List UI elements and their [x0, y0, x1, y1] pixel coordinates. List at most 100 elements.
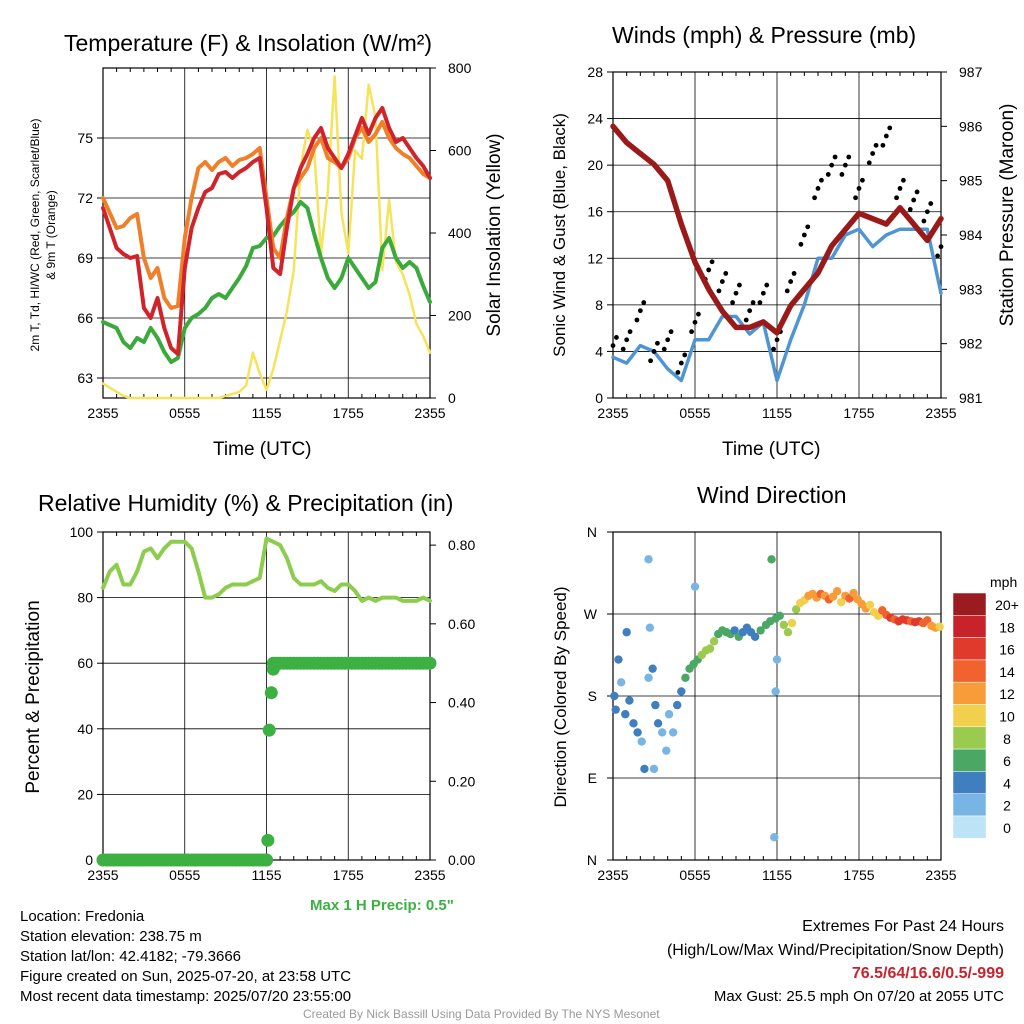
legend-label: 4: [1003, 775, 1011, 791]
temp-y2tick-label: 0: [448, 390, 456, 406]
gust-point: [938, 244, 944, 250]
direction-point: [644, 673, 653, 682]
direction-point: [610, 691, 619, 701]
wind-xtick-label: 1755: [843, 405, 874, 421]
gust-point: [610, 343, 616, 349]
station-pressure-line: [610, 123, 944, 336]
legend-label: 16: [999, 642, 1015, 658]
wind-xlabel: Time (UTC): [722, 439, 821, 460]
gust-point: [696, 311, 701, 317]
direction-point: [664, 710, 674, 719]
temp-ytick-label: 66: [77, 310, 93, 326]
wind-ytick-label: 12: [587, 250, 603, 266]
gust-point: [764, 282, 770, 288]
gust-point: [651, 349, 657, 354]
rh-xtick-label: 1155: [251, 867, 281, 883]
gust-point: [709, 259, 715, 265]
gust-point: [924, 209, 930, 215]
gust-point: [637, 308, 643, 314]
direction-point: [653, 719, 663, 728]
rh-xtick-label: 1755: [333, 867, 364, 883]
temp-xtick-label: 1155: [251, 405, 281, 421]
direction-point: [787, 618, 797, 628]
gust-point: [614, 335, 619, 340]
gust-point: [719, 279, 725, 284]
gust-point: [747, 308, 753, 314]
direction-point: [662, 746, 671, 755]
legend-label: 14: [999, 664, 1015, 680]
direction-point: [770, 833, 779, 842]
sonic-wind-line: [611, 227, 943, 383]
gust-point: [620, 346, 626, 352]
direction-point: [705, 644, 715, 653]
credit-line: Created By Nick Bassill Using Data Provi…: [303, 1007, 660, 1021]
wind-ytick-label: 4: [595, 343, 603, 359]
direction-point: [629, 719, 638, 728]
direction-point: [633, 728, 642, 737]
dir-axes: [607, 531, 942, 861]
temp-y2tick-label: 200: [448, 308, 472, 324]
gust-point: [757, 300, 763, 305]
wind-y2tick-label: 986: [959, 118, 983, 134]
rh-ytick-label: 0: [85, 852, 93, 868]
gust-point: [648, 358, 653, 364]
gust-point: [846, 154, 852, 160]
gust-point: [665, 337, 671, 343]
footer-recent: Most recent data timestamp: 2025/07/20 2…: [20, 988, 352, 1005]
direction-point: [837, 597, 846, 607]
legend-label: 12: [999, 686, 1015, 702]
gust-point: [866, 160, 872, 166]
precip-point: [264, 686, 278, 700]
gust-point: [678, 360, 684, 366]
rh-ytick-label: 60: [77, 655, 93, 671]
legend-title: mph: [990, 574, 1018, 590]
temp-frame: [102, 67, 431, 399]
temp-y2tick-label: 400: [448, 225, 472, 241]
gust-point: [856, 186, 862, 191]
direction-point: [611, 705, 620, 714]
gust-point: [839, 172, 845, 177]
footer-elevation: Station elevation: 238.75 m: [20, 928, 202, 945]
footer-location: Location: Fredonia: [20, 908, 145, 925]
direction-point: [865, 600, 875, 610]
wind-ylabel-left: Sonic Wind & Gust (Blue, Black): [550, 113, 569, 357]
rh-ytick-label: 80: [77, 590, 93, 606]
legend-swatch: [952, 704, 987, 728]
wind-xtick-label: 0555: [679, 405, 710, 421]
gust-point: [897, 186, 903, 191]
gust-point: [914, 189, 920, 195]
legend-label: 10: [999, 709, 1015, 725]
gust-point: [634, 317, 640, 323]
rh-panel-title: Relative Humidity (%) & Precipitation (i…: [38, 490, 454, 516]
temp-xtick-label: 2355: [87, 405, 118, 421]
direction-point: [775, 611, 784, 621]
wind-xtick-label: 1155: [762, 405, 792, 421]
gust-point: [870, 151, 876, 156]
precip-point: [262, 723, 276, 737]
rh-y2tick-label: 0.60: [448, 616, 475, 632]
direction-point: [832, 587, 842, 596]
gust-point: [750, 300, 756, 305]
legend-swatch: [952, 681, 987, 705]
direction-point: [750, 632, 760, 641]
gust-point: [842, 162, 848, 168]
temp-ytick-label: 72: [77, 190, 93, 206]
gust-point: [801, 232, 807, 238]
footer-latlon: Station lat/lon: 42.4182; -79.3666: [20, 948, 242, 965]
gust-point: [921, 218, 927, 224]
legend-swatch: [952, 793, 987, 817]
legend-swatch: [952, 726, 987, 750]
gust-point: [723, 271, 729, 276]
legend-swatch: [952, 637, 987, 661]
direction-point: [658, 728, 667, 737]
dir-xtick-label: 2355: [597, 867, 628, 883]
rh-xtick-label: 2355: [414, 867, 445, 883]
gust-point: [733, 290, 739, 296]
dir-xtick-label: 1155: [762, 867, 792, 883]
gust-point: [832, 154, 838, 160]
direction-point: [617, 678, 626, 687]
gust-point: [655, 340, 660, 346]
direction-point: [673, 700, 682, 710]
temp-y2tick-label: 600: [448, 143, 472, 159]
gust-point: [935, 253, 940, 259]
